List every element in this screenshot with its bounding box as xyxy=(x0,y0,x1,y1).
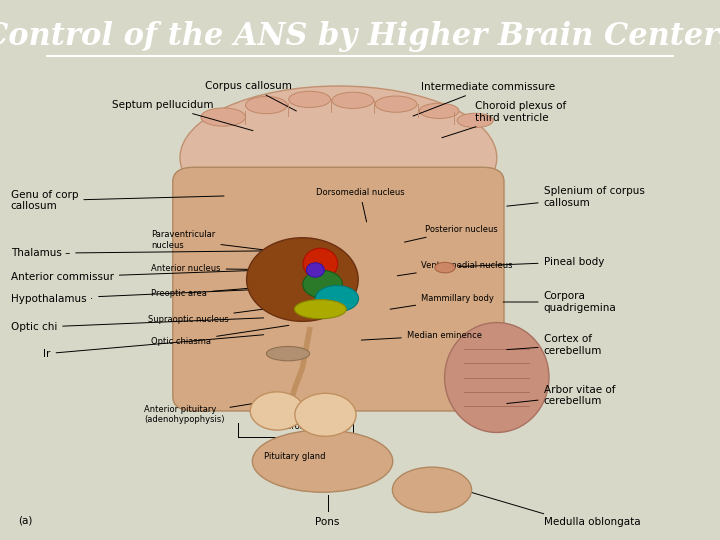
Text: Pituitary gland: Pituitary gland xyxy=(264,451,326,461)
Ellipse shape xyxy=(295,393,356,436)
Ellipse shape xyxy=(302,271,343,298)
Text: Anterior commissur: Anterior commissur xyxy=(11,270,264,282)
Text: Ir: Ir xyxy=(43,335,264,359)
Ellipse shape xyxy=(375,96,417,112)
Text: Pineal body: Pineal body xyxy=(459,257,604,267)
Ellipse shape xyxy=(201,108,246,126)
Ellipse shape xyxy=(180,86,497,230)
Text: Optic chi: Optic chi xyxy=(11,318,264,332)
Text: Splenium of corpus
callosum: Splenium of corpus callosum xyxy=(507,186,644,208)
Text: Paraventricular
nucleus: Paraventricular nucleus xyxy=(151,230,296,254)
Ellipse shape xyxy=(419,103,459,118)
Text: Posterior nucleus: Posterior nucleus xyxy=(405,225,498,242)
Ellipse shape xyxy=(253,430,393,492)
Ellipse shape xyxy=(435,262,455,273)
Text: Corpus callosum: Corpus callosum xyxy=(205,81,297,111)
Text: Choroid plexus of
third ventricle: Choroid plexus of third ventricle xyxy=(442,102,567,138)
Text: Thalamus –: Thalamus – xyxy=(11,248,264,258)
Text: Control of the ANS by Higher Brain Centers: Control of the ANS by Higher Brain Cente… xyxy=(0,21,720,51)
Ellipse shape xyxy=(332,92,374,109)
Ellipse shape xyxy=(251,392,304,430)
Text: Posterior pituitary
(neurohypophysis): Posterior pituitary (neurohypophysis) xyxy=(272,407,351,431)
Ellipse shape xyxy=(246,97,287,114)
Ellipse shape xyxy=(392,467,472,512)
Ellipse shape xyxy=(289,91,330,107)
Text: Ventromedial nucleus: Ventromedial nucleus xyxy=(397,261,513,276)
Text: Anterior nucleus: Anterior nucleus xyxy=(151,264,300,273)
Text: Corpora
quadrigemina: Corpora quadrigemina xyxy=(503,291,616,313)
Text: Mammillary body: Mammillary body xyxy=(390,294,494,309)
FancyBboxPatch shape xyxy=(173,167,504,411)
Ellipse shape xyxy=(246,238,359,321)
Ellipse shape xyxy=(307,263,324,277)
Text: Arbor vitae of
cerebellum: Arbor vitae of cerebellum xyxy=(507,385,615,407)
Ellipse shape xyxy=(266,347,310,361)
Text: Genu of corp
callosum: Genu of corp callosum xyxy=(11,190,224,212)
Text: Pons: Pons xyxy=(315,517,340,527)
Text: Optic chiasma: Optic chiasma xyxy=(151,326,289,346)
Ellipse shape xyxy=(294,300,346,319)
Text: Preoptic area: Preoptic area xyxy=(151,285,296,299)
Text: Hypothalamus ·: Hypothalamus · xyxy=(11,289,264,303)
Ellipse shape xyxy=(315,286,359,312)
Text: Intermediate commissure: Intermediate commissure xyxy=(413,82,555,116)
Text: Medulla oblongata: Medulla oblongata xyxy=(544,517,640,527)
Ellipse shape xyxy=(444,322,549,433)
Text: Median eminence: Median eminence xyxy=(361,331,482,340)
Text: Anterior pituitary
(adenohypophysis): Anterior pituitary (adenohypophysis) xyxy=(144,400,278,424)
Ellipse shape xyxy=(457,113,493,127)
Text: Supraoptic nucleus: Supraoptic nucleus xyxy=(148,305,292,323)
Text: Cortex of
cerebellum: Cortex of cerebellum xyxy=(507,334,602,356)
Text: Dorsomedial nucleus: Dorsomedial nucleus xyxy=(315,188,405,222)
Text: Septum pellucidum: Septum pellucidum xyxy=(112,100,253,131)
Text: (a): (a) xyxy=(18,516,32,526)
Ellipse shape xyxy=(303,248,338,279)
